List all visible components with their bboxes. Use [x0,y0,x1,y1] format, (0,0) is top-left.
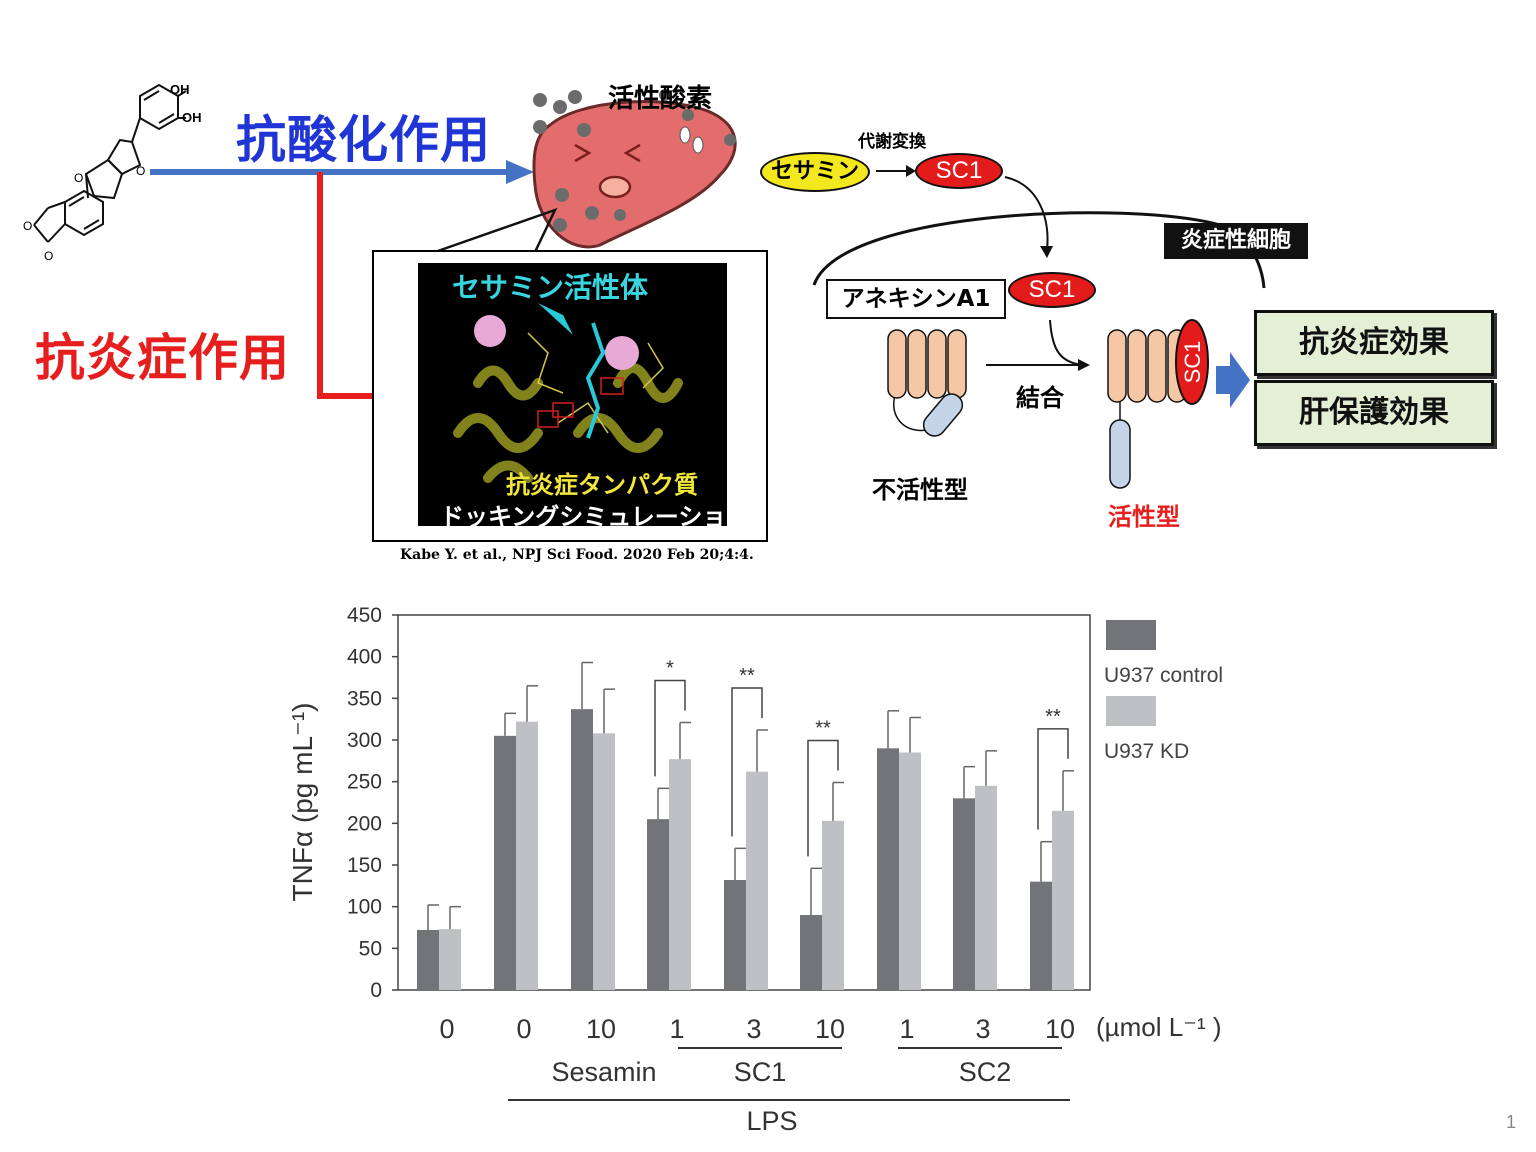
binding-label: 結合 [1016,384,1064,412]
x-tick-label: 10 [1045,1014,1075,1044]
y-tick-label: 300 [347,729,382,752]
x-tick-label: 0 [516,1014,531,1044]
oxygen-label-3: O [23,219,32,233]
group-label: LPS [746,1106,797,1136]
y-tick-label: 200 [347,812,382,835]
sc1-ellipse-mid: SC1 [1008,272,1096,308]
group-label: SC1 [734,1057,787,1087]
annexin-label: アネキシンA1 [826,279,1006,319]
bar-kd [669,759,691,990]
bar-control [494,735,516,990]
bars [417,661,1074,990]
inactive-label: 不活性型 [872,476,968,504]
y-tick-label: 400 [347,646,382,669]
docking-image [418,263,727,526]
active-label: 活性型 [1108,503,1180,531]
legend-label: U937 KD [1104,740,1189,763]
group-label: Sesamin [551,1057,656,1087]
y-tick-label: 250 [347,771,382,794]
y-axis: 0 50 100 150 200 250 300 350 400 450 [347,604,398,1002]
tnf-bar-chart: TNFα (pg mL⁻¹) 0501001502002503003504004… [287,604,1223,1136]
bar-kd [516,721,538,990]
sesamin-structure: OH OH O O O O [23,82,202,263]
oxygen-label-2: O [74,171,83,185]
oh-label-2: OH [182,110,202,125]
x-axis: 0 0 10 1 3 10 1 3 10 (µmol L⁻¹ ) [439,1012,1221,1044]
effect-antiinflammatory: 抗炎症効果 [1254,310,1494,376]
y-tick-label: 50 [359,937,382,960]
significance-bracket [807,739,839,857]
sesamin-ellipse: セサミン [760,152,870,192]
bar-control [800,915,822,990]
protein-structure [453,303,683,483]
page-number: 1 [1506,1112,1517,1132]
inflammatory-cell-tag: 炎症性細胞 [1164,223,1308,259]
y-tick-label: 450 [347,604,382,627]
bar-control [647,819,669,990]
legend-label: U937 control [1104,664,1223,687]
y-tick-label: 100 [347,896,382,919]
bar-control [417,930,439,990]
oxygen-label-4: O [44,249,53,263]
legend-swatch [1106,696,1156,726]
bar-control [724,880,746,990]
liver-illustration [532,89,737,249]
metabolic-label: 代謝変換 [858,132,926,152]
x-tick-label: 10 [586,1014,616,1044]
significance-label: ** [739,665,755,687]
bar-kd [746,771,768,990]
effect-arrow [1216,352,1250,408]
group-label: SC2 [959,1057,1012,1087]
docking-caption-2: ドッキングシミュレーション [440,503,751,531]
significance-label: * [666,658,674,680]
x-tick-label: 10 [815,1014,845,1044]
antioxidant-label: 抗酸化作用 [236,111,491,169]
docking-caption-1: 抗炎症タンパク質 [506,471,698,499]
bar-control [953,798,975,990]
callout-wedge [434,207,558,254]
active-annexin-shape [1107,319,1209,489]
x-tick-label: 3 [746,1014,761,1044]
bar-control [1030,881,1052,990]
ros-label: 活性酸素 [608,84,713,114]
significance-bracket [654,679,686,777]
bar-kd [822,820,844,990]
group-labels: Sesamin SC1 SC2 LPS [508,1047,1070,1136]
y-tick-label: 350 [347,687,382,710]
antiinflammatory-label: 抗炎症作用 [35,329,290,387]
bar-control [571,709,593,990]
citation: Kabe Y. et al., NPJ Sci Food. 2020 Feb 2… [400,547,754,563]
docking-title: セサミン活性体 [452,271,649,304]
x-unit-label: (µmol L⁻¹ ) [1096,1012,1221,1042]
y-axis-label: TNFα (pg mL⁻¹) [287,703,318,902]
x-tick-label: 1 [669,1014,684,1044]
effect-liver-protection: 肝保護効果 [1254,380,1494,446]
ros-particles [533,89,736,232]
bar-kd [439,929,461,990]
significance-markers: * ****** [654,658,1069,857]
x-tick-label: 3 [975,1014,990,1044]
significance-bracket [731,687,763,837]
y-tick-label: 150 [347,854,382,877]
bar-kd [1052,810,1074,990]
oxygen-label-1: O [136,164,145,178]
legend-swatch [1106,620,1156,650]
x-tick-label: 1 [899,1014,914,1044]
bar-control [877,748,899,990]
x-tick-label: 0 [439,1014,454,1044]
bar-kd [593,733,615,990]
significance-bracket [1037,728,1069,830]
significance-label: ** [815,718,831,740]
y-tick-label: 0 [370,979,382,1002]
significance-label: ** [1045,706,1061,728]
inactive-annexin-shape [887,329,967,437]
oh-label-1: OH [170,82,190,97]
bar-kd [975,785,997,990]
legend: U937 control U937 KD [1104,620,1223,763]
bar-kd [899,752,921,990]
sc1-ellipse-top: SC1 [915,153,1003,189]
sc1-vertical-label: SC1 [1180,340,1205,384]
